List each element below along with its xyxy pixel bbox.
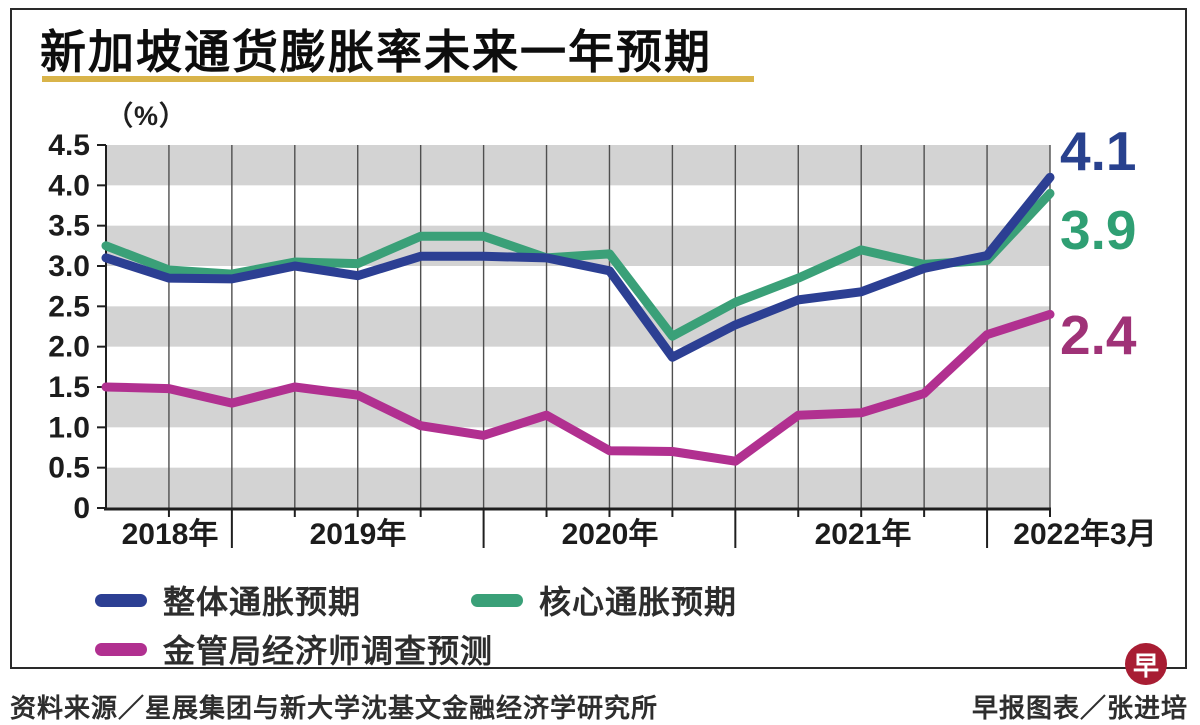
band-row xyxy=(106,387,1050,428)
y-tick-label: 1.0 xyxy=(48,411,90,444)
legend-label-headline: 整体通胀预期 xyxy=(163,584,362,620)
y-tick-label: 0.5 xyxy=(48,452,90,485)
series-line-mas-survey xyxy=(101,309,1055,466)
zaobao-logo-glyph: 早 xyxy=(1132,650,1159,681)
y-tick-label: 1.5 xyxy=(48,371,90,404)
source-note: 资料来源／星展集团与新大学沈基文金融经济学研究所 xyxy=(10,693,659,723)
x-axis-label: 2020年 xyxy=(562,518,659,551)
legend-item-mas-survey: 金管局经济师调查预测 xyxy=(95,626,493,672)
x-axis-label: 2019年 xyxy=(310,518,407,551)
y-tick-label: 3.0 xyxy=(48,250,90,283)
x-axis-label: 2021年 xyxy=(815,518,912,551)
y-axis-unit-label: （%） xyxy=(106,101,188,131)
band-row xyxy=(106,145,1050,186)
core-series-swatch xyxy=(471,593,524,607)
y-tick-label: 0 xyxy=(73,492,90,525)
legend-label-mas-survey: 金管局经济师调查预测 xyxy=(163,633,494,669)
x-axis-label: 2018年 xyxy=(122,518,219,551)
legend-row-2: 金管局经济师调查预测 xyxy=(95,626,493,672)
end-value-label: 3.9 xyxy=(1060,199,1136,261)
mas-survey-series-swatch xyxy=(95,642,147,656)
y-tick-label: 2.0 xyxy=(48,331,90,364)
title-underline xyxy=(42,76,754,82)
legend-row-1: 整体通胀预期 核心通胀预期 xyxy=(95,577,737,623)
legend-label-core: 核心通胀预期 xyxy=(539,584,738,620)
band-row xyxy=(106,467,1050,508)
y-tick-label: 4.0 xyxy=(48,169,90,202)
end-value-label: 2.4 xyxy=(1060,304,1137,366)
end-value-label: 4.1 xyxy=(1060,120,1136,182)
band-row xyxy=(106,306,1050,347)
y-tick-label: 3.5 xyxy=(48,210,90,243)
page-title: 新加坡通货膨胀率未来一年预期 xyxy=(40,26,712,78)
zaobao-logo: 早 xyxy=(1125,643,1167,685)
legend-item-core: 核心通胀预期 xyxy=(471,577,737,623)
y-tick-label: 4.5 xyxy=(48,129,90,162)
x-axis-label: 2022年3月 xyxy=(1013,518,1156,551)
legend-item-headline: 整体通胀预期 xyxy=(95,577,361,623)
credit-note: 早报图表／张进培 xyxy=(971,693,1188,723)
series-line-headline xyxy=(101,172,1055,362)
y-tick-label: 2.5 xyxy=(48,290,90,323)
headline-series-swatch xyxy=(95,593,147,607)
